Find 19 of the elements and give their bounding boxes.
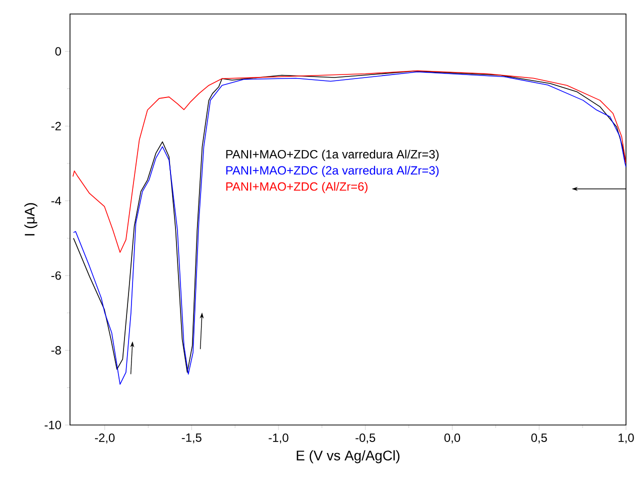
y-tick-label: -6 — [51, 271, 61, 280]
x-tick-label: -0,5 — [356, 434, 376, 444]
y-tick-label: 0 — [55, 47, 62, 56]
x-tick-label: -1,0 — [268, 434, 288, 444]
x-axis-title: E (V vs Ag/AgCl) — [296, 450, 400, 464]
line-series — [72, 70, 626, 253]
x-tick-label: 0,5 — [531, 434, 547, 444]
x-tick-label: 0,0 — [444, 434, 460, 444]
x-tick-label: 1,0 — [618, 434, 634, 444]
y-tick-label: -10 — [44, 420, 62, 430]
y-axis-title: I (μA) — [24, 203, 38, 236]
text: PANI+MAO+ZDC (1a varredura Al/Zr=3) — [226, 150, 439, 161]
text: PANI+MAO+ZDC (Al/Zr=6) — [226, 182, 368, 194]
series-label: PANI+MAO+ZDC (2a varredura Al/Zr=3) — [226, 166, 439, 177]
x-tick-label: -1,5 — [182, 434, 202, 444]
y-tick-label: -4 — [51, 196, 62, 205]
y-tick-label: -2 — [51, 122, 61, 130]
y-tick-label: -8 — [51, 346, 61, 354]
x-tick-label: -2,0 — [94, 434, 115, 444]
